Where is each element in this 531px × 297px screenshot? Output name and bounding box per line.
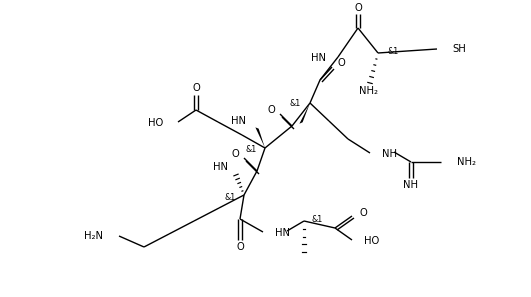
Text: H₂N: H₂N [84,231,103,241]
Text: &1: &1 [290,99,301,108]
Text: O: O [192,83,200,93]
Polygon shape [255,127,265,148]
Text: HN: HN [275,228,290,238]
Text: O: O [231,149,239,159]
Text: &1: &1 [387,47,398,56]
Text: O: O [338,58,346,68]
Text: O: O [360,208,368,218]
Text: &1: &1 [225,192,236,201]
Text: &1: &1 [246,146,257,154]
Text: SH: SH [452,44,466,54]
Text: HO: HO [148,118,163,128]
Text: NH₂: NH₂ [457,157,476,167]
Text: O: O [267,105,275,115]
Text: NH: NH [404,180,418,190]
Text: HN: HN [231,116,246,126]
Text: &1: &1 [312,214,323,224]
Text: HN: HN [213,162,228,172]
Text: O: O [236,242,244,252]
Text: HO: HO [364,236,379,246]
Text: NH₂: NH₂ [358,86,378,96]
Text: NH: NH [382,149,397,159]
Text: HN: HN [311,53,326,63]
Polygon shape [299,103,310,124]
Text: O: O [354,3,362,13]
